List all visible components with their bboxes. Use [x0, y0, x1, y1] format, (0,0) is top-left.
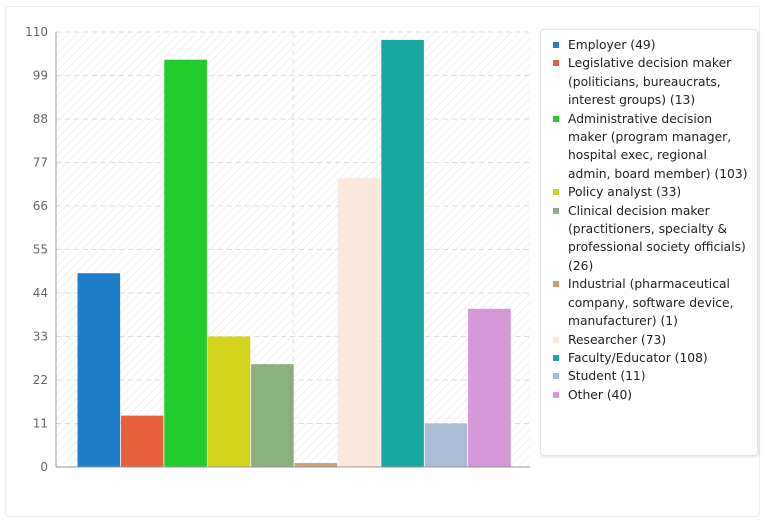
bar[interactable] — [164, 59, 207, 467]
legend-item[interactable]: Other (40) — [551, 386, 751, 404]
legend-label: Researcher (73) — [568, 332, 667, 347]
legend-swatch — [553, 281, 559, 288]
legend-label: Student (11) — [568, 369, 646, 384]
bar[interactable] — [77, 273, 121, 467]
y-tick-label: 22 — [33, 373, 48, 387]
y-tick-label: 55 — [33, 243, 48, 257]
legend-item[interactable]: Employer (49) — [551, 36, 751, 54]
legend-swatch — [553, 207, 559, 214]
legend-item[interactable]: Legislative decision maker (politicians,… — [551, 54, 751, 109]
bar[interactable] — [337, 178, 381, 467]
legend-swatch — [553, 354, 559, 361]
bar[interactable] — [294, 463, 338, 467]
legend-label: Policy analyst (33) — [568, 185, 682, 200]
legend-item[interactable]: Student (11) — [551, 367, 751, 385]
legend-label: Legislative decision maker (politicians,… — [568, 56, 732, 108]
legend-swatch — [553, 60, 559, 67]
legend: Employer (49) Legislative decision maker … — [540, 29, 758, 456]
bar[interactable] — [207, 336, 251, 468]
legend-label: Faculty/Educator (108) — [568, 350, 708, 365]
legend-swatch — [553, 115, 559, 122]
y-tick-label: 66 — [33, 199, 48, 213]
legend-label: Administrative decision maker (program m… — [568, 111, 748, 181]
legend-swatch — [553, 373, 559, 380]
y-tick-label: 99 — [33, 69, 48, 83]
y-tick-label: 110 — [25, 25, 48, 39]
y-tick-label: 88 — [33, 112, 48, 126]
y-tick-label: 77 — [33, 156, 48, 170]
legend-label: Other (40) — [568, 387, 633, 402]
legend-item[interactable]: Clinical decision maker (practitioners, … — [551, 202, 751, 276]
legend-item[interactable]: Administrative decision maker (program m… — [551, 110, 751, 184]
legend-item[interactable]: Researcher (73) — [551, 331, 751, 349]
legend-label: Clinical decision maker (practitioners, … — [568, 203, 746, 273]
legend-item[interactable]: Policy analyst (33) — [551, 183, 751, 201]
y-tick-label: 11 — [33, 417, 48, 431]
y-tick-label: 0 — [40, 460, 48, 474]
legend-swatch — [553, 391, 559, 398]
y-tick-label: 33 — [33, 330, 48, 344]
y-tick-label: 44 — [33, 286, 48, 300]
bar[interactable] — [424, 423, 468, 468]
legend-item[interactable]: Faculty/Educator (108) — [551, 349, 751, 367]
legend-item[interactable]: Industrial (pharmaceutical company, soft… — [551, 275, 751, 330]
bar[interactable] — [251, 364, 294, 467]
legend-swatch — [553, 42, 559, 48]
legend-swatch — [553, 189, 559, 196]
legend-label: Industrial (pharmaceutical company, soft… — [568, 277, 734, 329]
bar[interactable] — [381, 39, 424, 468]
bar[interactable] — [468, 308, 511, 467]
legend-label: Employer (49) — [568, 38, 656, 52]
legend-swatch — [553, 336, 559, 343]
bar[interactable] — [120, 415, 164, 467]
